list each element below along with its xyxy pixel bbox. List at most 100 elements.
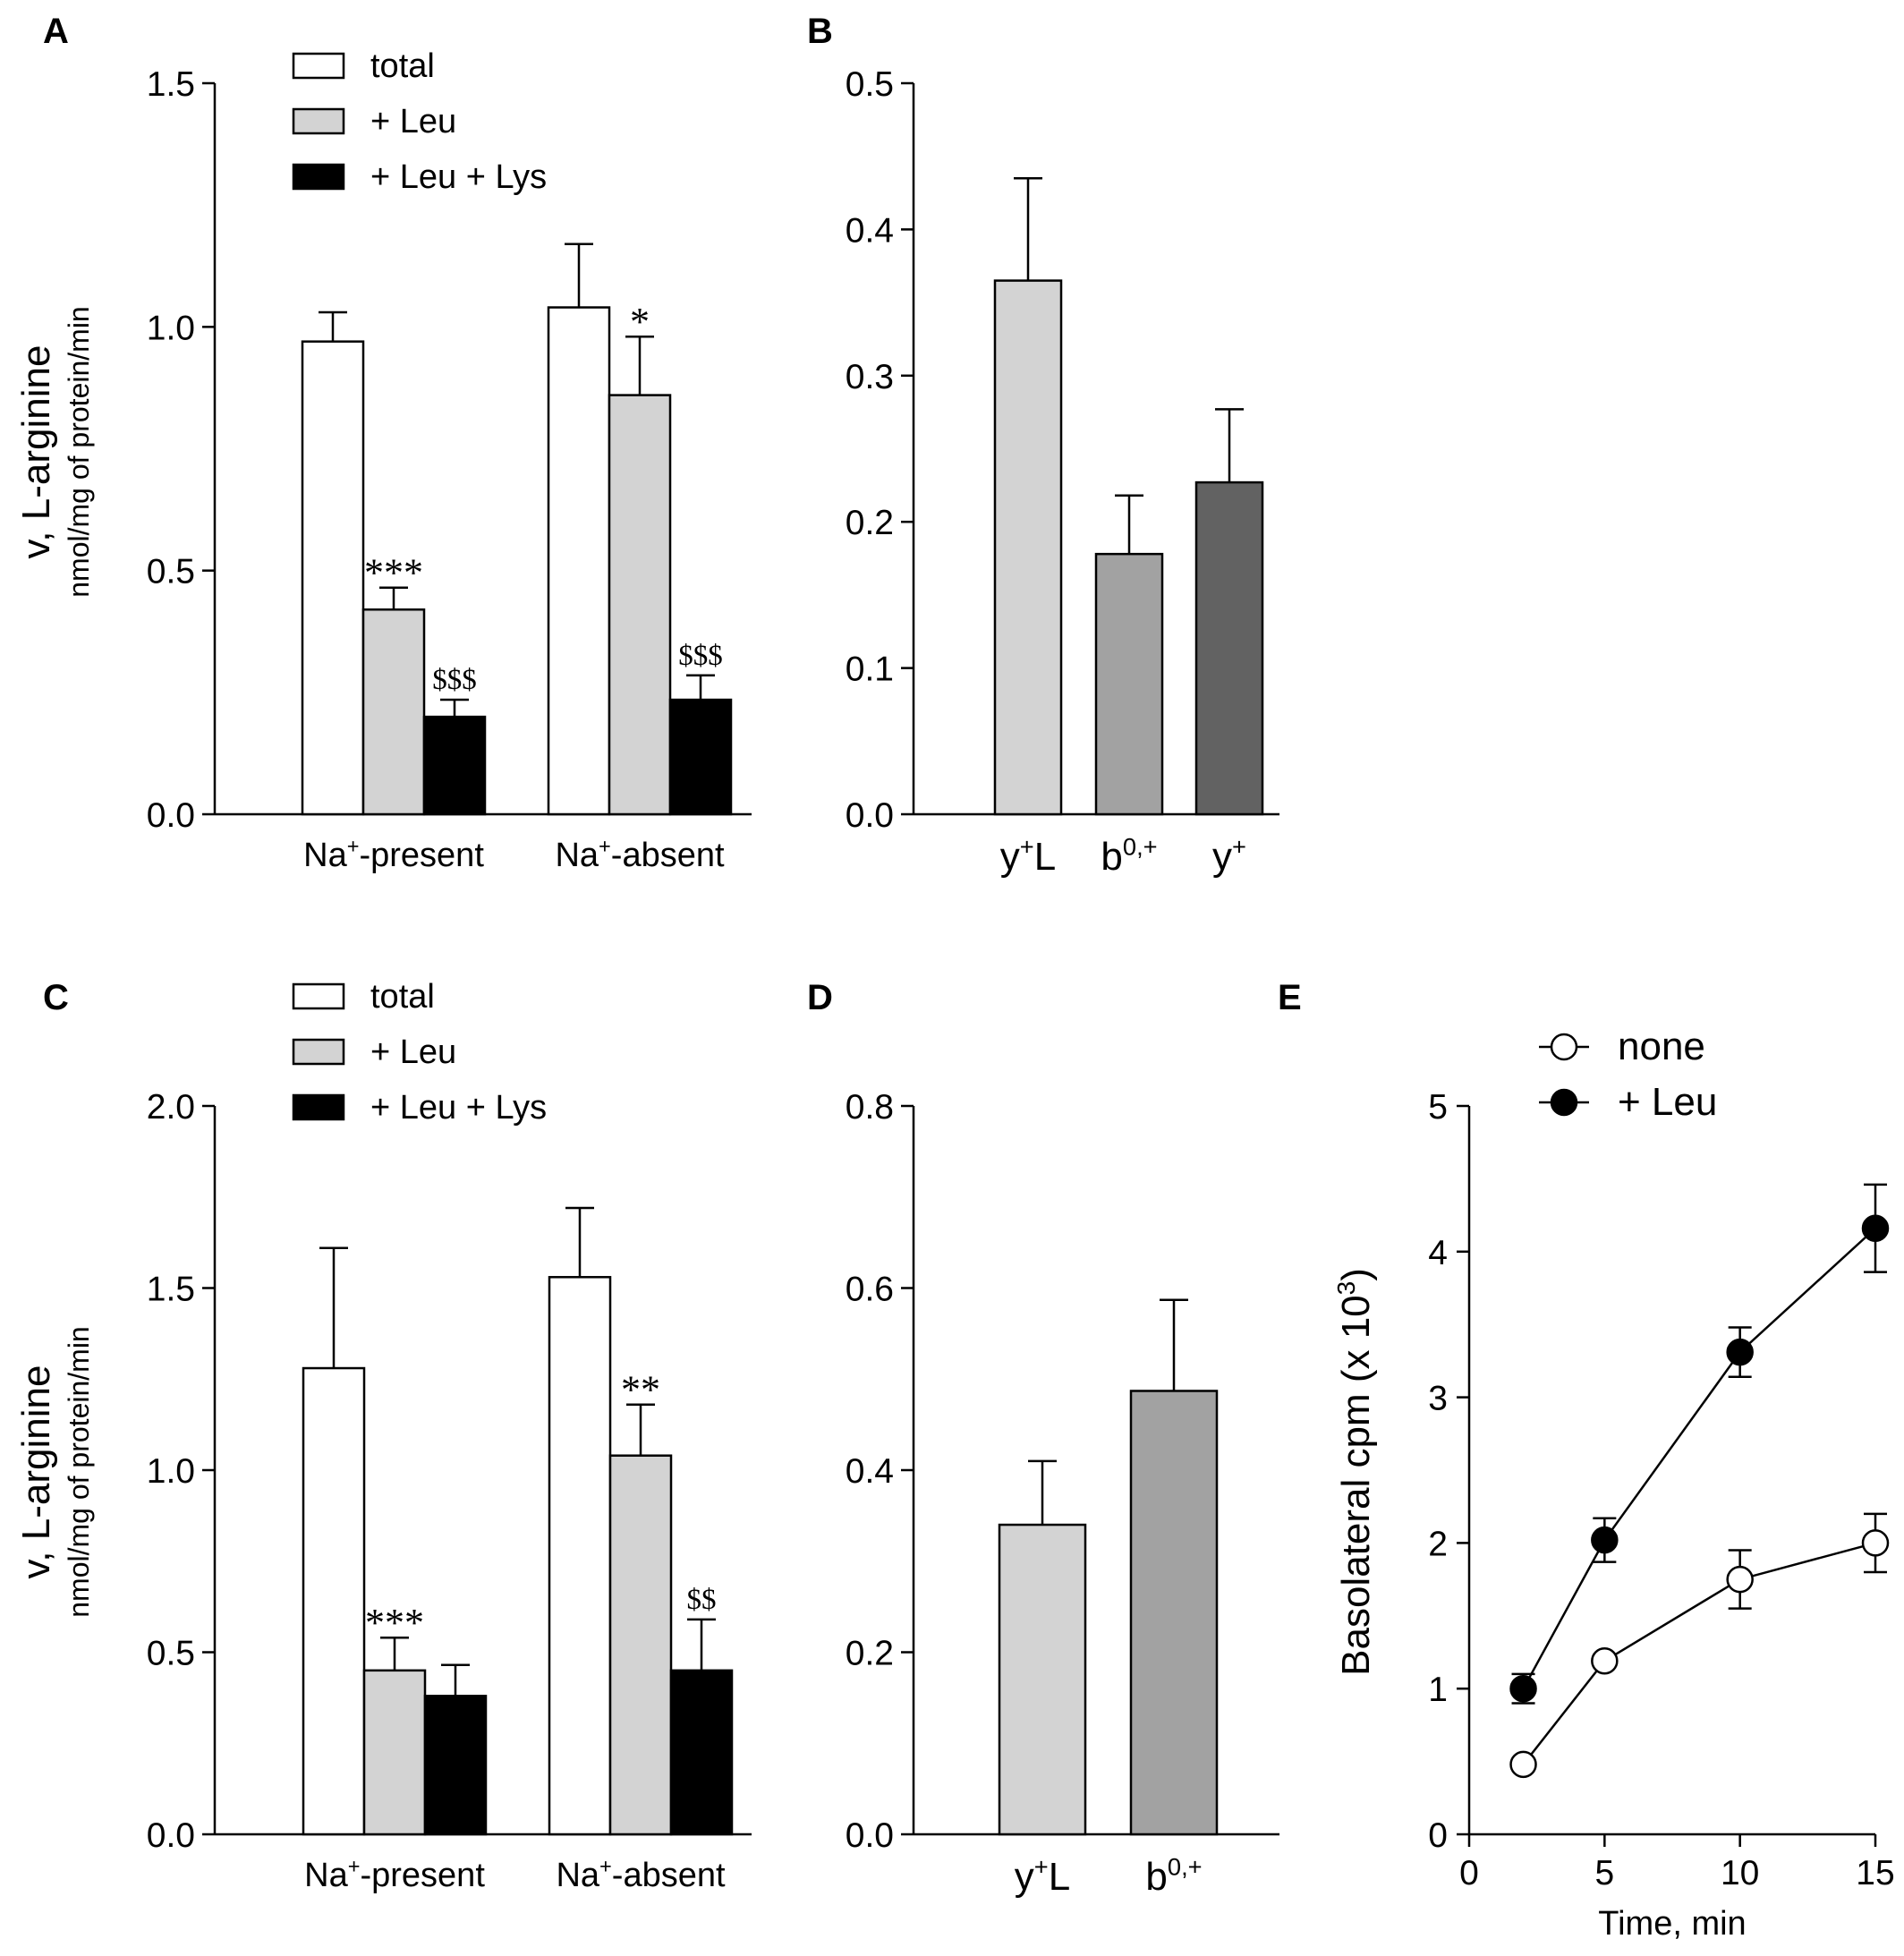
panel-D-y-tick-label: 0.4 (846, 1452, 894, 1491)
bar (302, 1366, 366, 1836)
significance-marker: *** (364, 551, 423, 595)
panel-B-y-tick-label: 0.3 (846, 358, 894, 396)
legend-label: + Leu (1618, 1080, 1717, 1124)
panel-D-y-tick-label: 0.0 (846, 1816, 894, 1855)
legend-label: + Leu (370, 103, 456, 140)
panel-B-y-tick-label: 0.5 (846, 65, 894, 104)
x-category-label-base: b (1145, 1855, 1167, 1899)
bar (301, 340, 365, 816)
legend-marker (1550, 1033, 1578, 1061)
x-category-label-base: Na (555, 837, 599, 874)
y-tick-label: 4 (1428, 1234, 1448, 1272)
bar (608, 1454, 673, 1836)
y-axis-subtitle: nmol/mg of protein/min (63, 306, 95, 597)
data-point (1509, 1674, 1537, 1703)
series-line (1522, 1227, 1876, 1689)
x-category-label-sup: + (1020, 832, 1034, 860)
x-category-label: b0,+ (1145, 1852, 1202, 1899)
x-category-label-rest: -absent (612, 1857, 726, 1894)
panel-letter: B (807, 12, 833, 51)
x-axis-title: Time, min (1598, 1905, 1746, 1943)
y-axis-title: Basolateral cpm (x 103) (1332, 1268, 1378, 1676)
x-category-label: y+L (1000, 832, 1056, 879)
legend-label: + Leu + Lys (370, 158, 547, 196)
y-axis-subtitle: nmol/mg of protein/min (63, 1326, 95, 1617)
significance-marker-dollar: $$ (687, 1584, 717, 1616)
legend-swatch (292, 107, 345, 135)
data-point (1726, 1338, 1754, 1366)
x-tick-label: 0 (1459, 1854, 1479, 1892)
x-category-label: Na+-absent (556, 1855, 726, 1894)
panel-letter: D (807, 978, 833, 1017)
panel-B-y-tick-label: 0.0 (846, 796, 894, 835)
x-category-label-base: y (1000, 835, 1020, 879)
data-point (1591, 1526, 1619, 1554)
x-category-label-rest: L (1049, 1855, 1070, 1899)
panel-A-y-tick-label: 0.5 (147, 553, 195, 591)
significance-marker-dollar: $$$ (678, 640, 723, 672)
legend-swatch (292, 163, 345, 191)
legend-swatch (292, 1093, 345, 1121)
series-line (1522, 1542, 1876, 1765)
x-category-label-rest: -absent (611, 837, 725, 874)
legend-swatch (292, 982, 345, 1010)
x-category-label-sup: + (347, 835, 360, 858)
x-category-label: Na+-absent (555, 835, 725, 874)
x-category-label-base: y (1212, 835, 1232, 879)
x-category-label: b0,+ (1101, 832, 1157, 879)
panel-D-y-tick-label: 0.2 (846, 1635, 894, 1673)
x-category-label: Na+-present (304, 1855, 485, 1894)
significance-marker-dollar: $$$ (432, 664, 477, 696)
panel-C-y-tick-label: 0.5 (147, 1635, 195, 1673)
bar (1094, 552, 1164, 816)
bar (668, 698, 733, 816)
bar (669, 1669, 734, 1836)
panel-d: 0.00.20.40.60.8y+L b0,+D (807, 978, 1279, 1899)
legend-label: + Leu (370, 1033, 456, 1071)
x-category-label-base: Na (556, 1857, 599, 1894)
legend-label: total (370, 978, 435, 1016)
panel-D-y-tick-label: 0.8 (846, 1088, 894, 1127)
data-point (1726, 1565, 1754, 1594)
significance-marker: ** (621, 1368, 660, 1412)
panel-C-y-tick-label: 2.0 (147, 1088, 195, 1127)
data-point (1861, 1529, 1890, 1557)
y-tick-label: 5 (1428, 1088, 1448, 1127)
bar (998, 1523, 1087, 1836)
x-category-label-base: y (1015, 1855, 1034, 1899)
y-tick-label: 1 (1428, 1671, 1448, 1709)
bar (422, 715, 487, 816)
x-category-label-rest: -present (359, 837, 484, 874)
y-axis-title: v, L-arginine (14, 345, 58, 559)
bar (548, 1276, 612, 1836)
x-category-label: y+L (1015, 1852, 1070, 1899)
panel-letter: E (1278, 978, 1302, 1017)
significance-marker: *** (365, 1601, 424, 1645)
bar (1129, 1390, 1219, 1836)
x-category-label-sup: + (1034, 1852, 1049, 1880)
y-tick-label: 2 (1428, 1525, 1448, 1563)
significance-marker: * (630, 300, 650, 344)
legend-label: + Leu + Lys (370, 1089, 547, 1127)
bar (993, 279, 1063, 816)
x-category-label-sup: + (348, 1855, 361, 1878)
panel-a: 0.00.51.01.5***$$$Na+-present*$$$Na+-abs… (14, 12, 752, 874)
x-category-label: y+ (1212, 832, 1246, 879)
panel-c: 0.00.51.01.52.0***Na+-present**$$Na+-abs… (14, 978, 752, 1894)
x-tick-label: 5 (1594, 1854, 1614, 1892)
panel-e: 0 1 2 3 4 5 0 5 10 15 none + Leu Time, min Basolater… (1278, 978, 1895, 1943)
legend-label: total (370, 47, 435, 85)
legend-swatch (292, 52, 345, 80)
x-category-label-rest: L (1034, 835, 1056, 879)
x-category-label-base: Na (304, 1857, 348, 1894)
panel-C-y-tick-label: 0.0 (147, 1816, 195, 1855)
bar (361, 608, 426, 816)
x-category-label-base: b (1101, 835, 1122, 879)
bar (362, 1669, 427, 1836)
bar (608, 394, 672, 816)
panel-D-y-tick-label: 0.6 (846, 1271, 894, 1309)
panel-A-y-tick-label: 1.0 (147, 309, 195, 347)
y-tick-label: 0 (1428, 1816, 1448, 1855)
x-category-label-sup: + (599, 835, 611, 858)
legend-swatch (292, 1038, 345, 1066)
